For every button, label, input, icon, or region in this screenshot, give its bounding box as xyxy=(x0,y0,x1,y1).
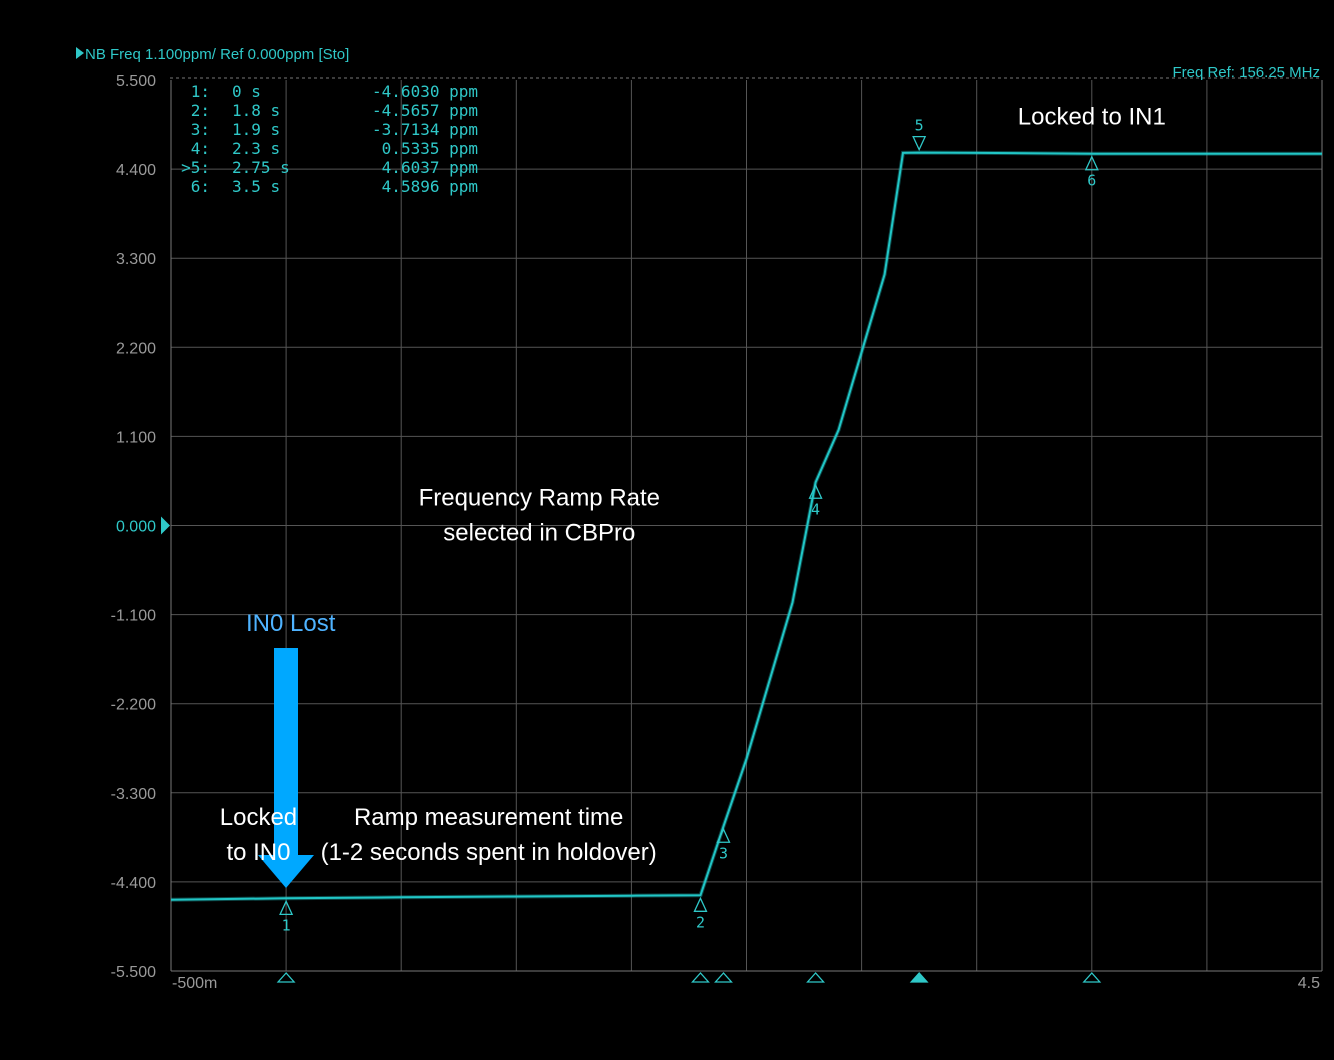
ramp-measurement-annotation: (1-2 seconds spent in holdover) xyxy=(321,839,657,866)
y-tick-label: 2.200 xyxy=(116,340,156,357)
marker-5-axis-icon[interactable] xyxy=(909,972,929,983)
marker-axis-indicators[interactable] xyxy=(276,972,1102,983)
marker-4-time: 2.3 s xyxy=(232,139,280,158)
marker-4-axis-icon[interactable] xyxy=(806,972,826,983)
marker-1-axis-icon[interactable] xyxy=(276,972,296,983)
marker-6-axis-icon[interactable] xyxy=(1082,972,1102,983)
marker-2-time: 1.8 s xyxy=(232,101,280,120)
x-tick-label-end: 4.5 xyxy=(1298,975,1320,992)
marker-1-number[interactable]: 1 xyxy=(282,916,291,934)
marker-3-number[interactable]: 3 xyxy=(719,844,728,862)
y-tick-label: 5.500 xyxy=(116,73,156,90)
x-tick-label-start: -500m xyxy=(172,975,217,992)
marker-2-icon[interactable] xyxy=(693,896,708,912)
ramp-rate-annotation: Frequency Ramp Rate xyxy=(419,484,660,511)
locked-in0-annotation: Locked xyxy=(220,804,297,831)
y-tick-label: -2.200 xyxy=(111,697,156,714)
y-tick-label: -1.100 xyxy=(111,608,156,625)
trace-line xyxy=(170,151,1322,901)
marker-1-time: 0 s xyxy=(232,82,261,101)
x-tick-labels: -500m 4.5 xyxy=(172,975,1320,992)
trace-label[interactable]: NB Freq 1.100ppm/ Ref 0.000ppm [Sto] xyxy=(85,46,349,63)
marker-4-number[interactable]: 4 xyxy=(811,500,820,518)
marker-3-label: 3: xyxy=(191,120,210,139)
y-tick-label: 0.000 xyxy=(116,519,156,536)
y-tick-label: 1.100 xyxy=(116,429,156,446)
ramp-measurement-annotation: Ramp measurement time xyxy=(354,804,623,831)
marker-3-icon[interactable] xyxy=(716,827,731,843)
grid xyxy=(170,80,1323,972)
y-tick-labels: 5.500 4.400 3.300 2.200 1.100 0.000 -1.100 -2.2… xyxy=(111,73,170,981)
marker-6-icon[interactable] xyxy=(1084,155,1099,171)
marker-5-value: 4.6037 ppm xyxy=(382,158,478,177)
y-tick-label: -4.400 xyxy=(111,875,156,892)
marker-5-label: >5: xyxy=(181,158,210,177)
frequency-trace xyxy=(170,150,1322,902)
in0-lost-annotation: IN0 Lost xyxy=(246,610,336,637)
marker-5-number[interactable]: 5 xyxy=(915,117,924,135)
marker-4-label: 4: xyxy=(191,139,210,158)
marker-6-value: 4.5896 ppm xyxy=(382,177,478,196)
y-tick-label: -3.300 xyxy=(111,786,156,803)
marker-5-icon[interactable] xyxy=(912,135,927,152)
y-tick-label: 3.300 xyxy=(116,251,156,268)
marker-5-time: 2.75 s xyxy=(232,158,290,177)
y-tick-label: -5.500 xyxy=(111,964,156,981)
marker-6-time: 3.5 s xyxy=(232,177,280,196)
locked-in0-annotation: to IN0 xyxy=(226,839,290,866)
marker-2-axis-icon[interactable] xyxy=(691,972,710,983)
marker-2-label: 2: xyxy=(191,101,210,120)
marker-3-time: 1.9 s xyxy=(232,120,280,139)
annotations: Locked to IN1 Frequency Ramp Rate selected… xyxy=(220,104,1166,867)
marker-6-label: 6: xyxy=(191,177,210,196)
reference-level-icon xyxy=(161,516,170,535)
ramp-rate-annotation: selected in CBPro xyxy=(443,519,635,546)
in0-lost-arrow-icon xyxy=(258,648,314,888)
marker-3-axis-icon[interactable] xyxy=(714,972,733,983)
marker-1-label: 1: xyxy=(191,82,210,101)
marker-table: 1: 0 s -4.6030 ppm 2: 1.8 s -4.5657 ppm … xyxy=(181,82,478,196)
marker-1-icon[interactable] xyxy=(279,899,294,915)
marker-1-value: -4.6030 ppm xyxy=(372,82,478,101)
y-tick-label: 4.400 xyxy=(116,162,156,179)
locked-in1-annotation: Locked to IN1 xyxy=(1018,104,1166,131)
marker-2-number[interactable]: 2 xyxy=(696,913,705,931)
marker-3-value: -3.7134 ppm xyxy=(372,120,478,139)
marker-6-number[interactable]: 6 xyxy=(1087,172,1096,190)
marker-4-icon[interactable] xyxy=(808,483,823,499)
trace-markers[interactable]: 1 2 3 4 5 6 xyxy=(279,117,1099,935)
marker-4-value: 0.5335 ppm xyxy=(382,139,478,158)
freq-ref-label: Freq Ref: 156.25 MHz xyxy=(1172,64,1320,81)
trace-play-icon[interactable] xyxy=(76,47,84,59)
marker-2-value: -4.5657 ppm xyxy=(372,101,478,120)
